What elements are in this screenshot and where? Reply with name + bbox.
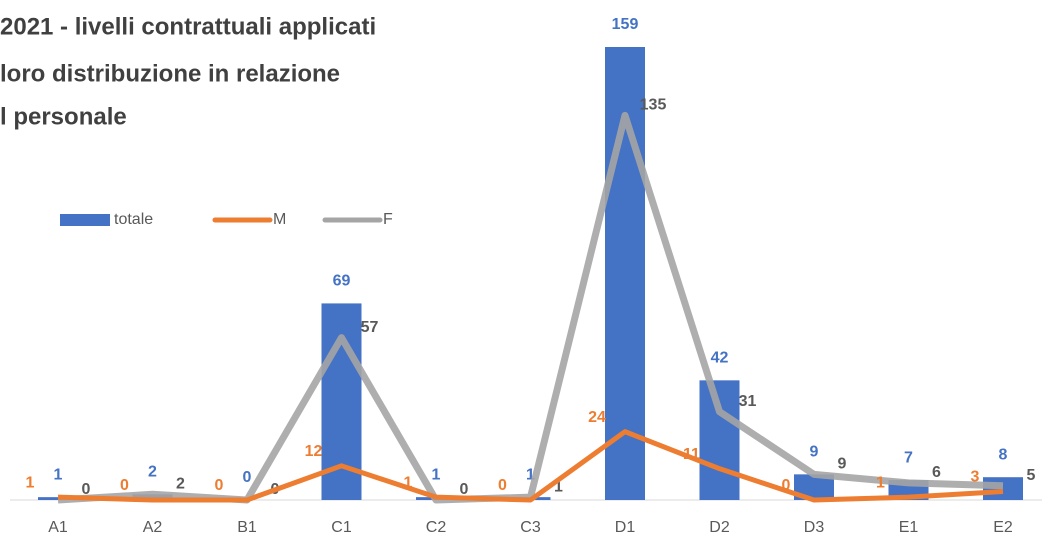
x-tick-label: C1 <box>331 519 352 536</box>
data-label: 69 <box>333 273 351 290</box>
data-label: 2 <box>148 464 157 481</box>
data-label: 42 <box>711 350 729 367</box>
data-label: 12 <box>305 443 323 460</box>
data-label: 1 <box>526 466 535 483</box>
data-label: 1 <box>554 478 563 495</box>
bar <box>699 380 740 500</box>
legend-label: totale <box>114 211 153 228</box>
data-label: 1 <box>876 474 885 491</box>
x-tick-label: D3 <box>804 519 825 536</box>
legend-swatch <box>60 214 110 226</box>
data-label: 7 <box>904 449 913 466</box>
data-label: 9 <box>810 444 819 461</box>
data-label: 2 <box>176 476 185 493</box>
line <box>57 429 1004 503</box>
data-label: 0 <box>215 477 224 494</box>
data-label: 0 <box>243 469 252 486</box>
data-label: 0 <box>782 477 791 494</box>
data-label: 0 <box>460 481 469 498</box>
data-label: 0 <box>498 477 507 494</box>
x-tick-label: D2 <box>709 519 730 536</box>
data-label: 3 <box>971 469 980 486</box>
x-tick-label: E1 <box>899 519 919 536</box>
data-label: 24 <box>588 409 606 426</box>
data-label: 0 <box>82 481 91 498</box>
data-label: 0 <box>120 477 129 494</box>
x-tick-label: C2 <box>426 519 447 536</box>
data-label: 6 <box>932 464 941 481</box>
data-label: 1 <box>26 474 35 491</box>
data-label: 1 <box>432 466 441 483</box>
data-label: 5 <box>1027 467 1036 484</box>
data-label: 8 <box>999 446 1008 463</box>
line <box>57 111 1004 504</box>
legend-label: M <box>273 211 286 228</box>
data-label: 31 <box>739 393 757 410</box>
data-label: 11 <box>683 446 700 463</box>
x-tick-label: A2 <box>143 519 163 536</box>
chart-title: 2021 - livelli contrattuali applicati <box>0 13 376 40</box>
legend-label: F <box>383 211 393 228</box>
data-label: 159 <box>612 16 639 33</box>
data-label: 1 <box>404 474 413 491</box>
data-label: 9 <box>838 456 847 473</box>
data-label: 1 <box>54 466 63 483</box>
chart-title: loro distribuzione in relazione <box>0 60 340 87</box>
x-tick-label: C3 <box>520 519 541 536</box>
data-label: 135 <box>640 97 667 114</box>
data-label: 57 <box>361 319 379 336</box>
x-tick-label: A1 <box>48 519 68 536</box>
chart-title: l personale <box>0 103 127 130</box>
x-tick-label: D1 <box>615 519 636 536</box>
x-tick-label: B1 <box>237 519 257 536</box>
x-tick-label: E2 <box>993 519 1013 536</box>
